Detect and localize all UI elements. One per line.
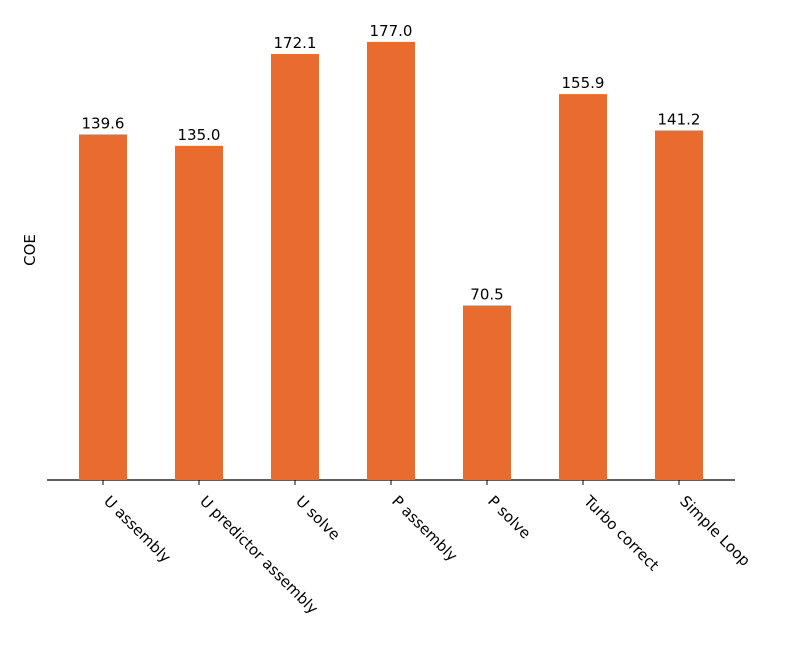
y-axis-label: COE bbox=[21, 234, 39, 266]
value-label: 172.1 bbox=[274, 34, 317, 52]
bar bbox=[367, 41, 415, 481]
bar bbox=[271, 54, 319, 480]
x-tick-label: P assembly bbox=[388, 492, 461, 565]
bar bbox=[559, 94, 607, 481]
x-tick-label: Turbo correct bbox=[579, 491, 662, 574]
bar bbox=[175, 145, 223, 480]
value-label: 141.2 bbox=[658, 111, 701, 129]
value-label: 155.9 bbox=[562, 74, 605, 92]
bar bbox=[79, 134, 127, 480]
value-label: 135.0 bbox=[178, 126, 221, 144]
value-label: 139.6 bbox=[82, 114, 125, 132]
x-tick-label: U solve bbox=[292, 492, 344, 544]
value-label: 70.5 bbox=[470, 286, 503, 304]
bar bbox=[463, 305, 511, 480]
bar bbox=[655, 130, 703, 480]
value-label: 177.0 bbox=[370, 22, 413, 40]
x-tick-label: U assembly bbox=[100, 492, 174, 566]
x-tick-label: P solve bbox=[484, 492, 534, 542]
x-tick-label: Simple Loop bbox=[676, 492, 754, 570]
